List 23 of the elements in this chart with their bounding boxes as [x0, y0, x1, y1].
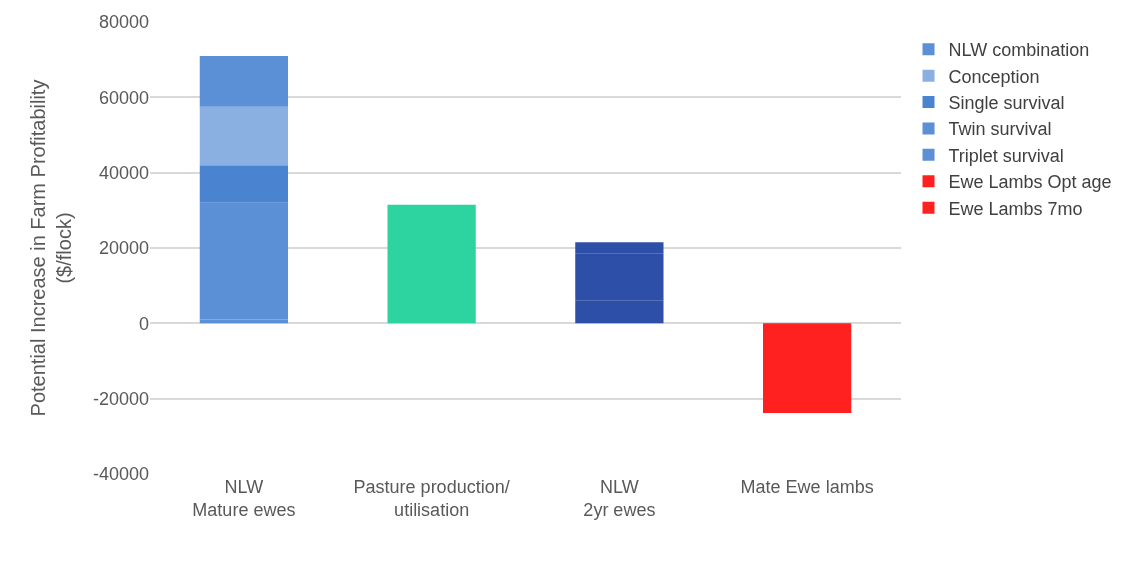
y-tick-label: 0 [138, 313, 149, 334]
legend-label: Single survival [948, 93, 1065, 114]
x-tick-label: Pasture production/ utilisation [353, 477, 510, 521]
legend-label: Twin survival [948, 119, 1052, 140]
legend-label: Ewe Lambs 7mo [948, 198, 1083, 219]
y-tick-label: 20000 [98, 238, 149, 259]
y-tick-label: -20000 [92, 388, 149, 409]
legend-label: NLW combination [948, 40, 1090, 61]
bar [199, 165, 288, 203]
x-tick-label: NLW 2yr ewes [583, 477, 656, 521]
y-axis-title: Potential Increase in Farm Profitability ($/flock) [27, 79, 76, 417]
bar [387, 204, 476, 324]
legend-label: Ewe Lambs Opt age [948, 172, 1112, 193]
legend-label: Conception [948, 66, 1040, 87]
x-tick-label: NLW Mature ewes [192, 477, 296, 521]
y-tick-label: 40000 [98, 162, 149, 183]
legend-label: Triplet survival [948, 145, 1064, 166]
bar [199, 106, 288, 166]
y-tick-label: 80000 [98, 12, 149, 33]
x-tick-label: Mate Ewe lambs [740, 477, 874, 497]
y-tick-label: -40000 [92, 464, 149, 485]
bar [763, 323, 852, 413]
y-tick-label: 60000 [98, 87, 149, 108]
